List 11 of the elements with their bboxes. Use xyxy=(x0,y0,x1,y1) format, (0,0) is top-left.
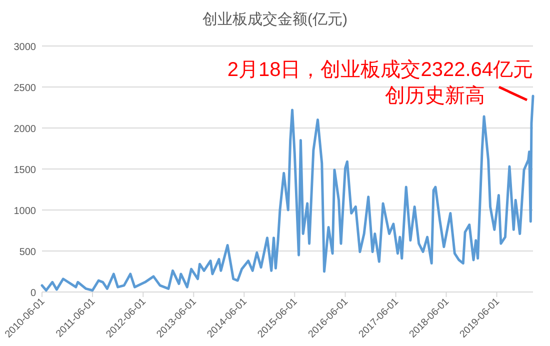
ytick: 2500 xyxy=(14,83,36,94)
annotation: 创历史新高 xyxy=(385,85,528,107)
title: 创业板成交金额(亿元) xyxy=(202,11,348,28)
ytick: 500 xyxy=(19,247,36,258)
annotation: 2月18日，创业板成交2322.64亿元 xyxy=(227,59,533,81)
annotation: 创历史新高 xyxy=(385,84,485,107)
ytick: 1000 xyxy=(14,206,36,217)
ytick: 1500 xyxy=(14,165,36,176)
ytick: 3000 xyxy=(14,42,36,53)
ytick: 0 xyxy=(30,288,36,299)
ytick: 2000 xyxy=(14,124,36,135)
